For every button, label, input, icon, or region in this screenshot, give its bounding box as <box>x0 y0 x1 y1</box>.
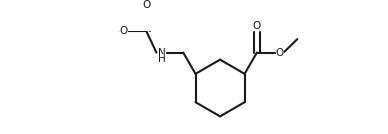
Text: H: H <box>158 55 165 64</box>
Text: O: O <box>253 21 261 31</box>
Text: O: O <box>275 48 284 58</box>
Text: O: O <box>142 0 151 10</box>
Text: N: N <box>158 48 165 58</box>
Text: O: O <box>120 26 128 36</box>
